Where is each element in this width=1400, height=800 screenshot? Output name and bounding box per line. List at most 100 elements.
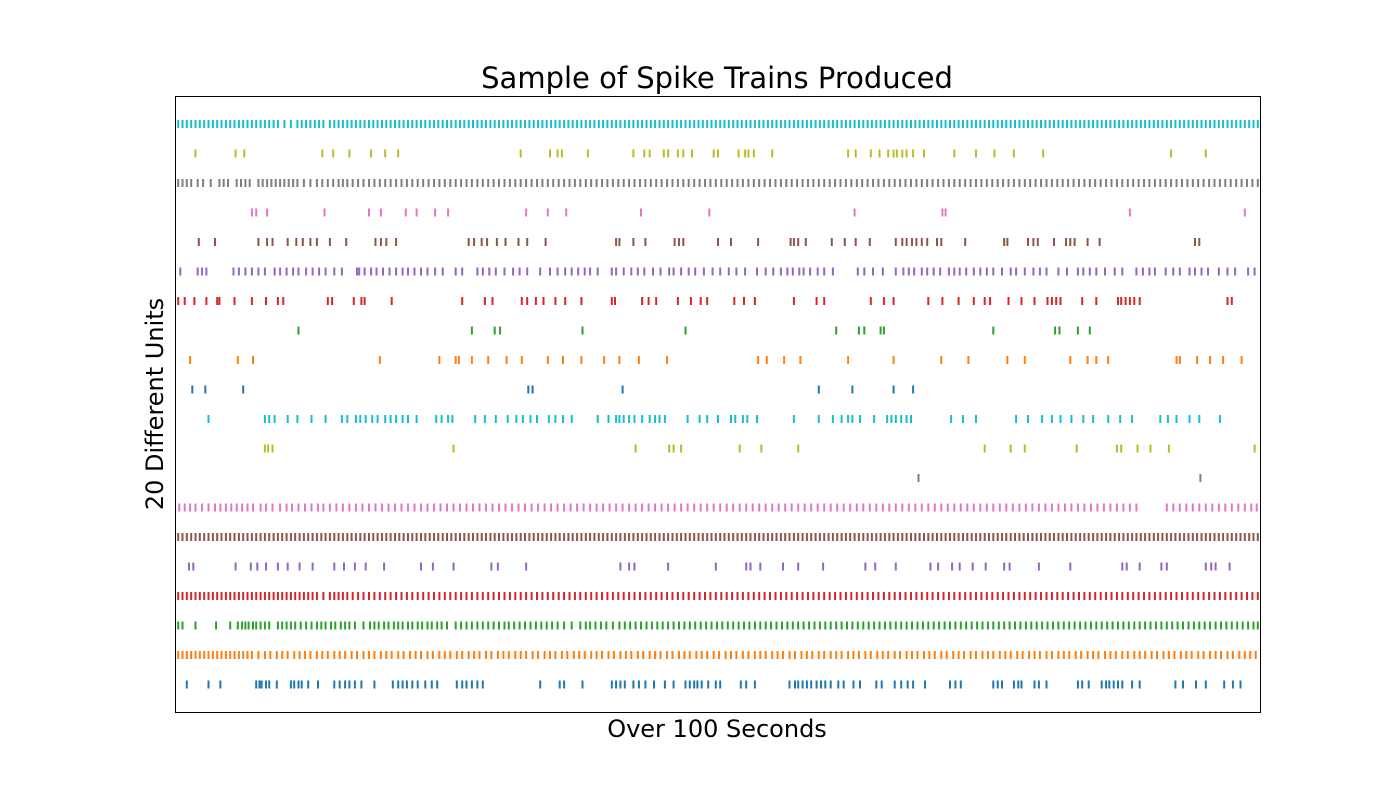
- spike-mark: [558, 680, 561, 689]
- spike-mark: [426, 621, 429, 630]
- spike-mark: [506, 120, 509, 128]
- spike-mark: [687, 592, 690, 600]
- spike-mark: [494, 415, 497, 423]
- spike-mark: [823, 533, 826, 541]
- spike-mark: [658, 120, 661, 128]
- spike-mark: [1235, 179, 1238, 187]
- spike-mark: [984, 562, 987, 571]
- spike-mark: [564, 297, 567, 305]
- spike-mark: [1074, 651, 1077, 659]
- spike-mark: [454, 120, 457, 128]
- spike-mark: [678, 238, 680, 246]
- spike-mark: [1157, 533, 1160, 541]
- spike-mark: [557, 179, 560, 187]
- spike-mark: [1117, 621, 1119, 630]
- spike-mark: [915, 179, 918, 187]
- spike-mark: [1207, 267, 1209, 276]
- spike-mark: [1253, 267, 1256, 276]
- spike-mark: [957, 651, 960, 659]
- spike-mark: [637, 680, 640, 689]
- spike-mark: [570, 415, 573, 423]
- spike-mark: [411, 120, 414, 128]
- spike-mark: [470, 621, 473, 630]
- spike-mark: [1121, 562, 1124, 571]
- spike-mark: [1069, 356, 1072, 364]
- spike-mark: [1198, 415, 1201, 423]
- spike-mark: [672, 680, 675, 689]
- spike-mark: [1138, 562, 1141, 571]
- spike-mark: [337, 120, 340, 128]
- spike-mark: [194, 120, 197, 128]
- spike-mark: [440, 415, 443, 423]
- spike-mark: [265, 297, 267, 305]
- spike-mark: [650, 621, 653, 630]
- spike-mark: [658, 415, 661, 423]
- spike-mark: [907, 267, 910, 276]
- spike-mark: [310, 415, 313, 423]
- spike-mark: [659, 267, 662, 276]
- spike-mark: [573, 592, 576, 600]
- spike-mark: [503, 621, 506, 630]
- spike-mark: [599, 621, 602, 630]
- spike-mark: [763, 179, 766, 187]
- spike-mark: [460, 621, 463, 630]
- spike-mark: [1148, 120, 1151, 128]
- spike-mark: [820, 680, 822, 689]
- spike-mark: [519, 149, 522, 158]
- spike-mark: [357, 179, 360, 187]
- spike-mark: [227, 179, 229, 187]
- spike-mark: [310, 503, 313, 512]
- spike-mark: [1104, 267, 1106, 276]
- spike-mark: [784, 533, 787, 541]
- spike-mark: [401, 415, 404, 423]
- spike-mark: [1228, 562, 1231, 571]
- spike-mark: [1053, 120, 1055, 128]
- spike-mark: [622, 179, 625, 187]
- spike-mark: [831, 120, 834, 128]
- spike-mark: [688, 621, 691, 630]
- spike-mark: [1045, 267, 1048, 276]
- spike-mark: [1114, 651, 1117, 659]
- spike-mark: [723, 533, 726, 541]
- spike-mark: [1122, 621, 1125, 630]
- spike-mark: [1131, 120, 1134, 128]
- spike-mark: [877, 592, 880, 600]
- spike-mark: [307, 592, 310, 600]
- spike-mark: [878, 621, 881, 630]
- spike-mark: [443, 651, 446, 659]
- spike-mark: [207, 680, 210, 689]
- spike-mark: [947, 179, 950, 187]
- spike-mark: [578, 651, 581, 659]
- spike-mark: [224, 592, 227, 600]
- spike-mark: [486, 238, 489, 246]
- spike-mark: [881, 503, 884, 512]
- spike-mark: [1110, 592, 1113, 600]
- spike-mark: [790, 503, 793, 512]
- spike-mark: [662, 149, 665, 158]
- spike-mark: [416, 621, 419, 630]
- spike-mark: [330, 621, 332, 630]
- spike-mark: [556, 503, 559, 512]
- spike-train-3: [177, 179, 1259, 187]
- spike-mark: [1018, 592, 1021, 600]
- spike-mark: [1078, 179, 1080, 187]
- spike-mark: [392, 621, 395, 630]
- spike-mark: [915, 592, 918, 600]
- spike-mark: [810, 680, 813, 689]
- spike-mark: [229, 120, 232, 128]
- spike-mark: [242, 592, 245, 600]
- spike-mark: [220, 592, 223, 600]
- spike-mark: [615, 415, 618, 423]
- spike-mark: [333, 533, 336, 541]
- spike-mark: [237, 651, 240, 659]
- spike-mark: [877, 179, 880, 187]
- spike-mark: [201, 503, 203, 512]
- spike-mark: [1045, 592, 1048, 600]
- spike-mark: [1239, 533, 1242, 541]
- spike-mark: [910, 120, 912, 128]
- spike-mark: [1054, 326, 1057, 335]
- spike-mark: [1050, 651, 1053, 659]
- spike-mark: [970, 533, 973, 541]
- spike-mark: [602, 533, 605, 541]
- spike-mark: [771, 149, 774, 158]
